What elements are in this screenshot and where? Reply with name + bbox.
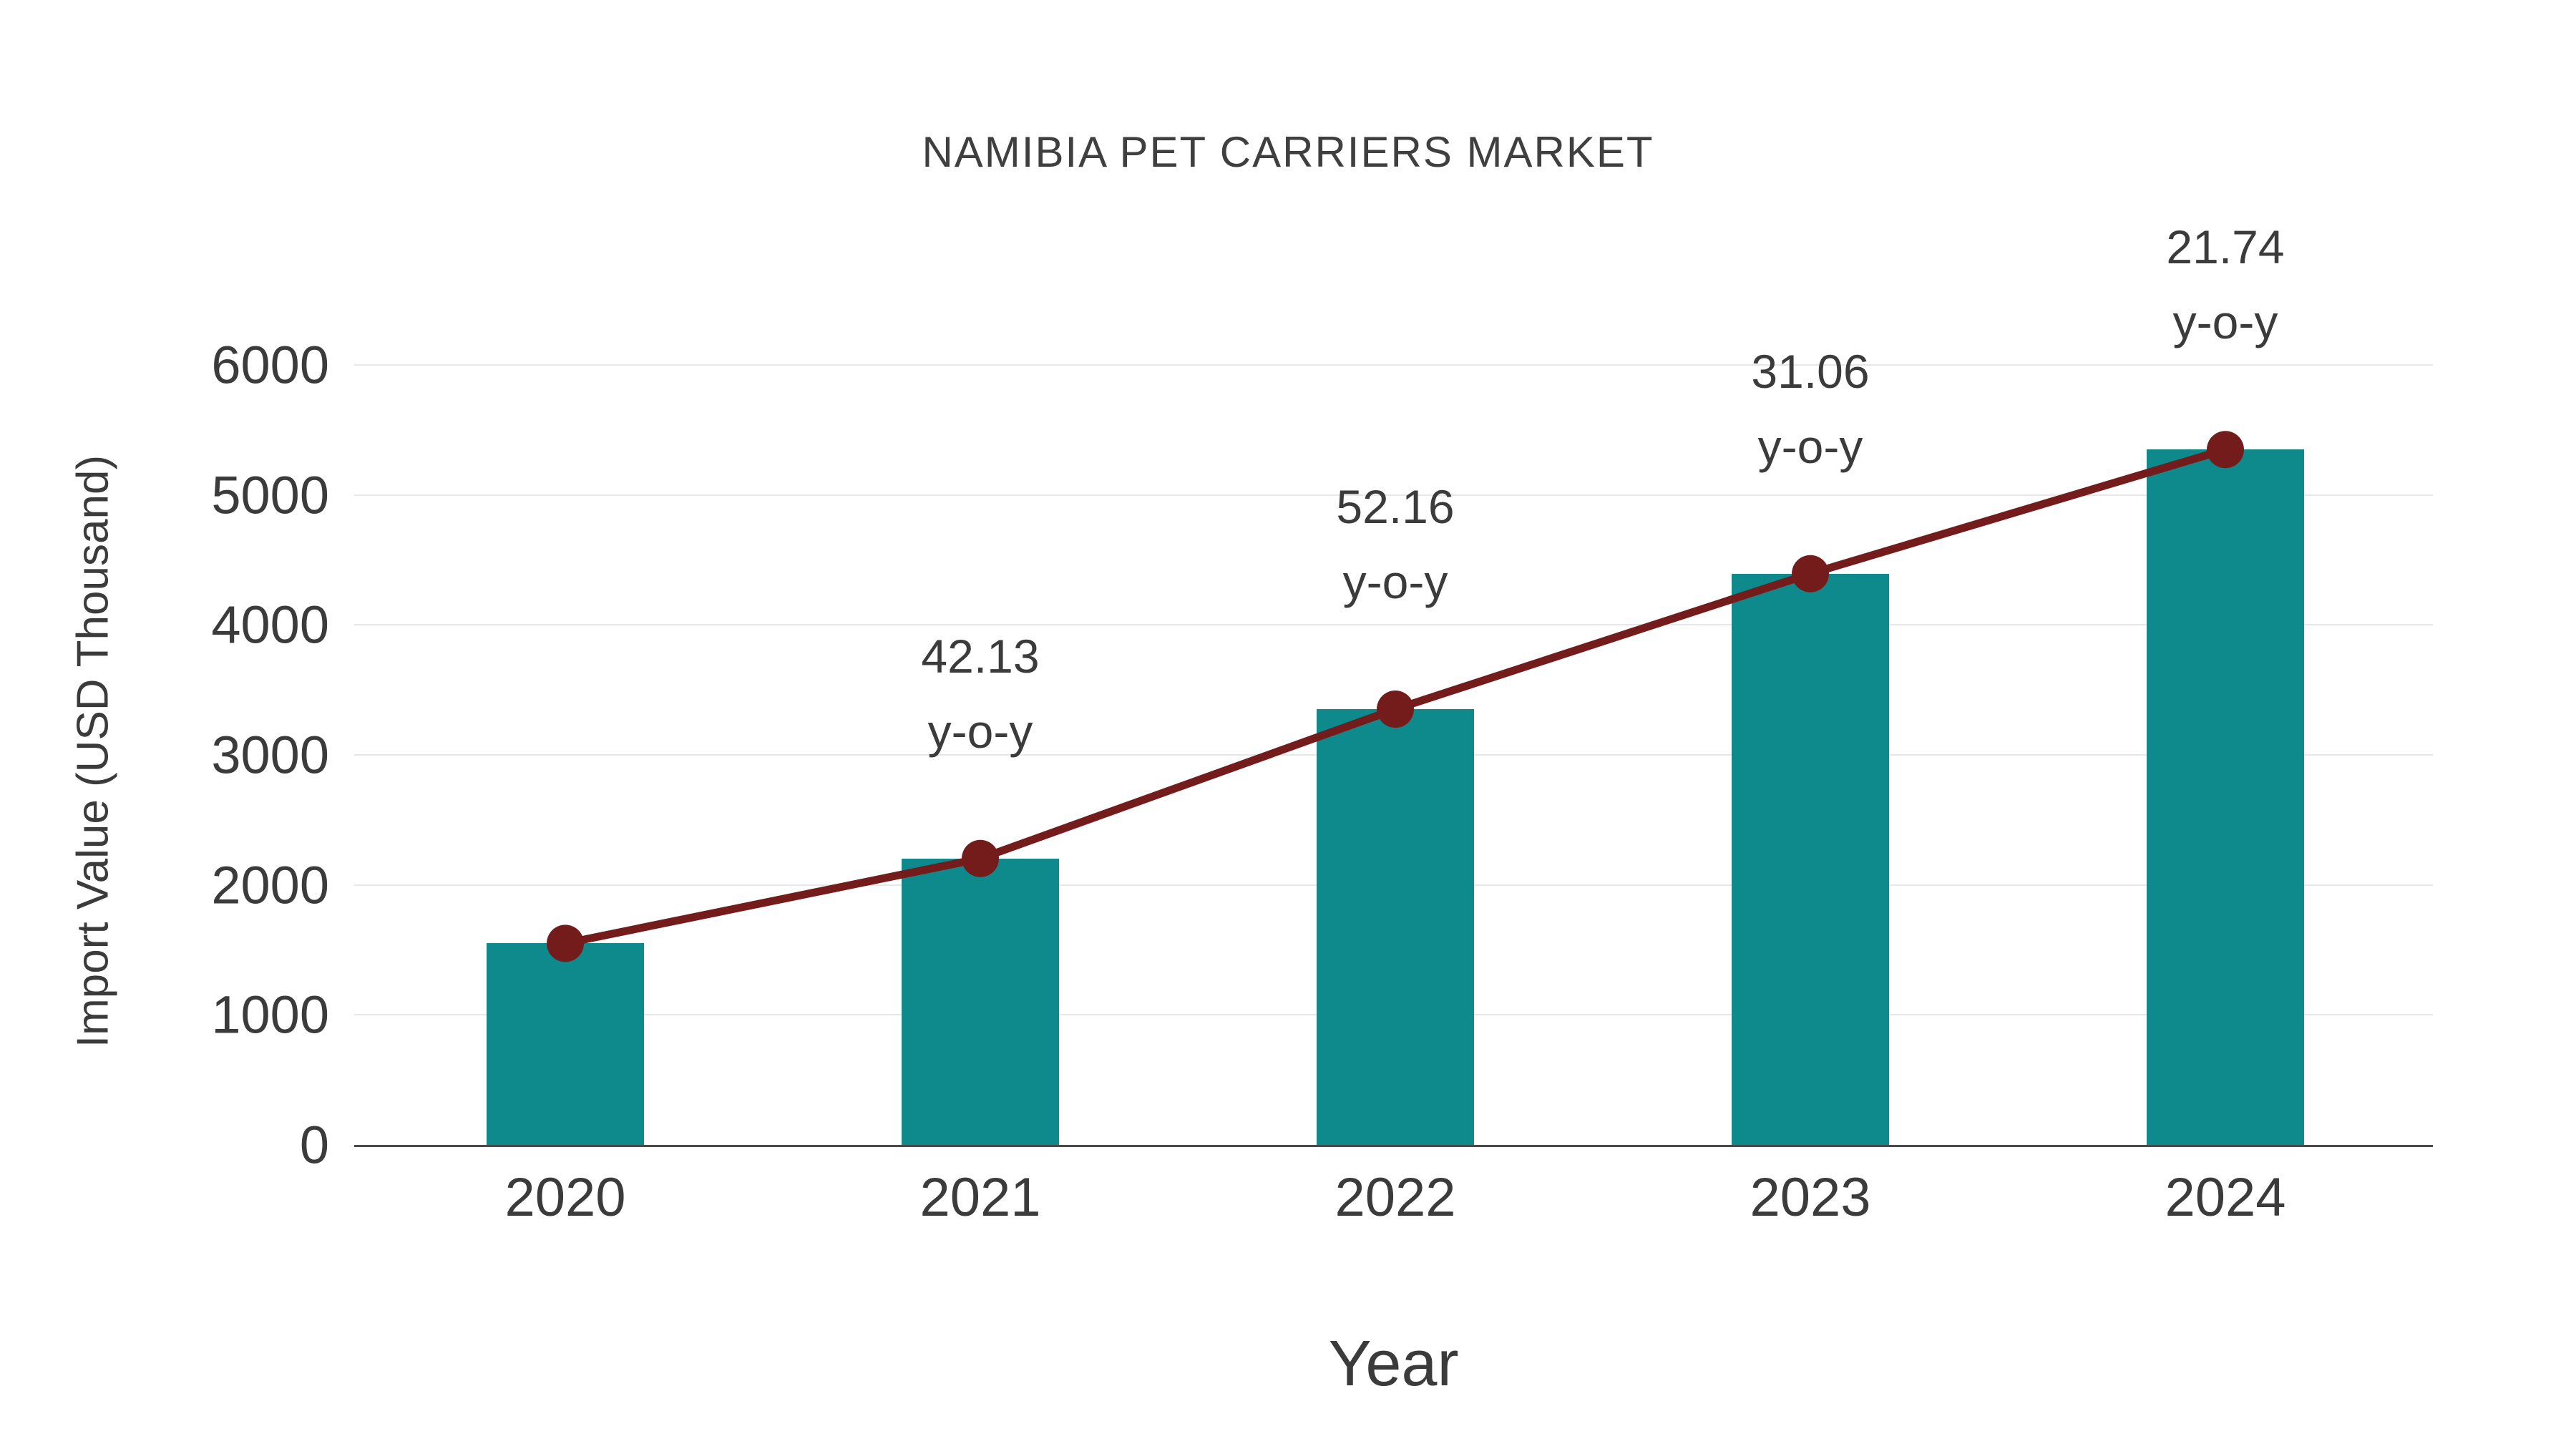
annotation-suffix: y-o-y	[1757, 419, 1863, 473]
bar-2021	[902, 858, 1059, 1145]
x-tick-label-2023: 2023	[1750, 1167, 1871, 1228]
annotation-2023: 31.06 y-o-y	[1631, 334, 1989, 484]
annotation-value: 42.13	[921, 629, 1040, 683]
y-tick-label-5000: 5000	[211, 465, 329, 525]
x-axis-label: Year	[1328, 1328, 1459, 1400]
x-axis-line	[354, 1145, 2433, 1147]
bar-2020	[487, 943, 644, 1145]
y-tick-label-3000: 3000	[211, 725, 329, 785]
y-tick-label-4000: 4000	[211, 595, 329, 655]
bar-2022	[1317, 709, 1474, 1145]
gridline-4000	[354, 624, 2433, 626]
annotation-suffix: y-o-y	[2172, 296, 2278, 349]
annotation-value: 21.74	[2166, 220, 2285, 274]
annotation-2022: 52.16 y-o-y	[1216, 469, 1574, 620]
annotation-value: 52.16	[1336, 480, 1455, 534]
annotation-suffix: y-o-y	[1342, 555, 1448, 609]
y-tick-label-1000: 1000	[211, 985, 329, 1045]
annotation-suffix: y-o-y	[927, 704, 1033, 758]
x-tick-label-2020: 2020	[504, 1167, 626, 1228]
x-tick-label-2021: 2021	[919, 1167, 1041, 1228]
annotation-2024: 21.74 y-o-y	[2046, 210, 2404, 360]
x-tick-label-2024: 2024	[2165, 1167, 2286, 1228]
x-tick-label-2022: 2022	[1335, 1167, 1456, 1228]
chart-title: NAMIBIA PET CARRIERS MARKET	[922, 128, 1654, 176]
annotation-value: 31.06	[1751, 344, 1870, 398]
y-tick-label-0: 0	[299, 1115, 329, 1175]
bar-2024	[2147, 449, 2304, 1145]
annotation-2021: 42.13 y-o-y	[801, 619, 1159, 769]
y-tick-label-2000: 2000	[211, 855, 329, 915]
bar-2023	[1732, 573, 1889, 1145]
gridline-6000	[354, 364, 2433, 366]
y-tick-label-6000: 6000	[211, 335, 329, 395]
